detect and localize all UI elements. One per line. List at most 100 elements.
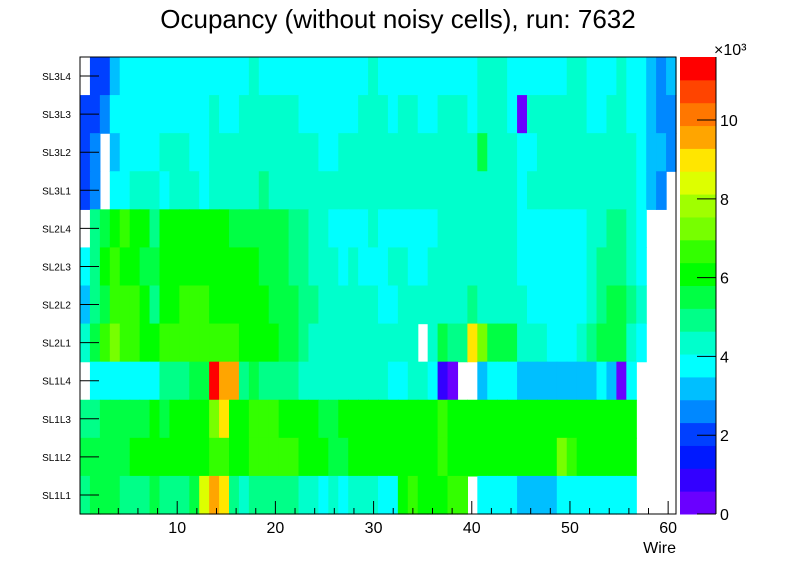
z-tick-label: 0 xyxy=(720,507,729,524)
heatmap-cell xyxy=(348,95,359,134)
heatmap-cell xyxy=(258,323,270,363)
y-tick-label: SL3L1 xyxy=(42,186,71,197)
heatmap-cell xyxy=(566,361,578,401)
heatmap-cell xyxy=(536,361,548,401)
heatmap-cell xyxy=(298,285,310,325)
heatmap-cell xyxy=(626,323,637,363)
heatmap-cell xyxy=(268,209,280,249)
heatmap-cell xyxy=(636,171,647,210)
heatmap-cell xyxy=(487,57,498,96)
heatmap-cell xyxy=(576,209,588,249)
heatmap-cell xyxy=(417,437,429,477)
heatmap-cell xyxy=(636,323,647,363)
palette-swatch xyxy=(680,468,716,492)
heatmap-cell xyxy=(497,361,508,401)
heatmap-cell xyxy=(179,437,190,477)
heatmap-cell xyxy=(407,437,419,477)
heatmap-cell xyxy=(517,209,528,249)
heatmap-cell xyxy=(199,57,210,96)
axes: SL3L4 SL3L3 SL3L2 SL3L1 SL2L4 SL2L3 SL2L2 SL2L1… xyxy=(42,56,677,537)
heatmap-cell xyxy=(586,247,598,287)
heatmap-cell xyxy=(368,247,379,287)
y-tick-label: SL3L4 xyxy=(42,72,71,83)
heatmap-cell xyxy=(407,247,419,287)
heatmap-cell xyxy=(407,209,419,249)
heatmap-cell xyxy=(536,133,548,172)
heatmap-cell xyxy=(606,247,617,287)
heatmap-cell xyxy=(606,171,617,210)
heatmap-cell xyxy=(556,361,568,401)
heatmap-cell xyxy=(507,209,518,249)
heatmap-cell xyxy=(109,437,121,477)
heatmap-cell xyxy=(298,247,310,287)
heatmap-cell xyxy=(626,285,637,325)
heatmap-cell xyxy=(159,57,170,96)
heatmap-cell xyxy=(119,285,131,325)
heatmap-cell xyxy=(467,57,478,96)
heatmap-cell xyxy=(447,361,459,401)
heatmap-cell xyxy=(477,285,488,325)
heatmap-cell xyxy=(536,285,548,325)
heatmap-cell xyxy=(318,209,329,249)
palette-swatch xyxy=(680,171,716,195)
heatmap-cell xyxy=(467,285,478,325)
heatmap-cell xyxy=(169,247,180,287)
heatmap-cell xyxy=(209,95,220,134)
y-tick-label: SL1L4 xyxy=(42,377,71,388)
heatmap-cell xyxy=(437,171,449,210)
heatmap-cell xyxy=(298,133,310,172)
heatmap-cell xyxy=(318,133,329,172)
heatmap-cell xyxy=(368,361,379,401)
heatmap-cell xyxy=(368,57,379,96)
heatmap-cell xyxy=(576,361,588,401)
heatmap-cell xyxy=(556,209,568,249)
heatmap-cell xyxy=(497,247,508,287)
heatmap-cell xyxy=(596,399,608,439)
heatmap-cell xyxy=(417,133,429,172)
heatmap-cell xyxy=(387,95,399,134)
heatmap-cell xyxy=(159,209,170,249)
heatmap-cell xyxy=(99,57,111,96)
heatmap-cell xyxy=(378,285,389,325)
palette-swatch xyxy=(680,262,716,286)
heatmap-cell xyxy=(576,171,588,210)
heatmap-cell xyxy=(387,475,399,515)
heatmap-cell xyxy=(348,209,359,249)
heatmap-cell xyxy=(397,95,409,134)
heatmap-cell xyxy=(517,57,528,96)
heatmap-cell xyxy=(99,437,111,477)
heatmap-cell xyxy=(546,133,558,172)
heatmap-cell xyxy=(646,133,657,172)
heatmap-cell xyxy=(427,437,439,477)
heatmap-cell xyxy=(457,285,468,325)
heatmap-cell xyxy=(616,133,627,172)
heatmap-cell xyxy=(616,247,627,287)
heatmap-cell xyxy=(248,323,260,363)
heatmap-cell xyxy=(507,285,518,325)
heatmap-cell xyxy=(298,399,310,439)
heatmap-cell xyxy=(407,285,419,325)
heatmap-cell xyxy=(229,361,240,401)
heatmap-cell xyxy=(318,57,329,96)
heatmap-cell xyxy=(546,95,558,134)
heatmap-cell xyxy=(189,361,200,401)
heatmap-cell xyxy=(497,285,508,325)
heatmap-cell xyxy=(258,247,270,287)
heatmap-cell xyxy=(596,361,608,401)
heatmap-cell xyxy=(517,437,528,477)
heatmap-cell xyxy=(248,475,260,515)
heatmap-cell xyxy=(556,95,568,134)
heatmap-cell xyxy=(338,323,349,363)
heatmap-cell xyxy=(318,323,329,363)
heatmap-cell xyxy=(348,475,359,515)
heatmap-cell xyxy=(348,323,359,363)
heatmap-cell xyxy=(318,247,329,287)
heatmap-cell xyxy=(169,361,180,401)
heatmap-cell xyxy=(576,95,588,134)
heatmap-cell xyxy=(666,133,677,172)
heatmap-cell xyxy=(189,133,200,172)
heatmap-cell xyxy=(288,95,300,134)
heatmap-cell xyxy=(427,323,439,363)
heatmap-cell xyxy=(219,209,230,249)
heatmap-cell xyxy=(189,57,200,96)
